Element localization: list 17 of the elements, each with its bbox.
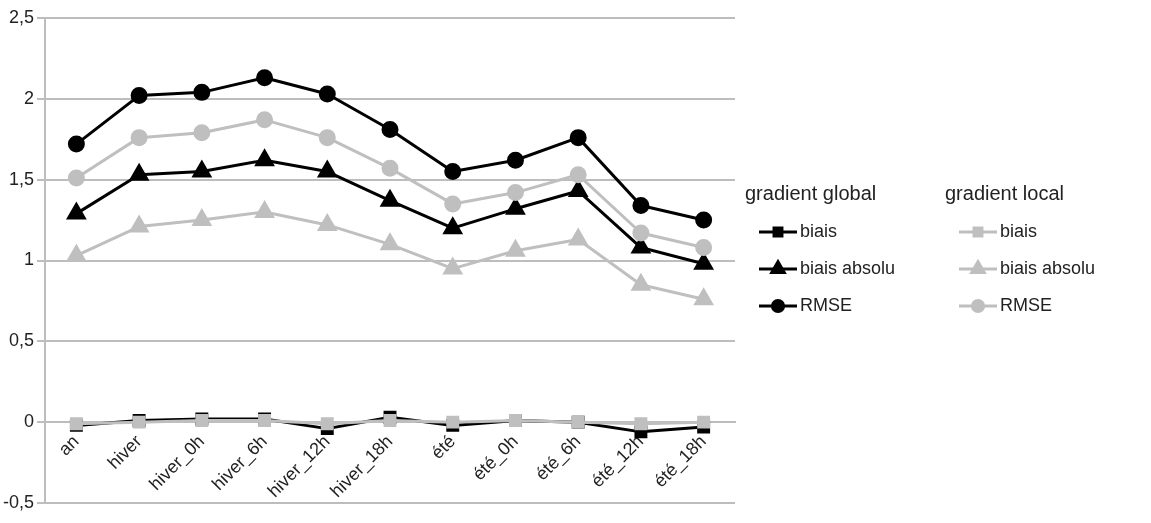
legend-label: biais absolu <box>800 257 896 278</box>
legend-label: biais <box>1000 220 1038 241</box>
y-tick-label: 2,5 <box>8 6 35 27</box>
text: gradient local <box>945 181 1064 204</box>
x-tick-label: été <box>427 431 460 463</box>
y-tick-label: -0,5 <box>2 491 35 512</box>
y-tick-label: 2 <box>24 87 35 108</box>
legend-label: biais <box>800 220 838 241</box>
x-tick-label: an <box>54 431 83 460</box>
text: gradient global <box>745 181 877 204</box>
y-tick-label: 1 <box>24 249 35 270</box>
y-tick-label: 0,5 <box>8 330 35 351</box>
y-tick-label: 0 <box>24 411 35 432</box>
legend-label: RMSE <box>800 294 853 315</box>
legend-label: biais absolu <box>1000 257 1096 278</box>
legend-label: RMSE <box>1000 294 1053 315</box>
y-tick-label: 1,5 <box>8 168 35 189</box>
